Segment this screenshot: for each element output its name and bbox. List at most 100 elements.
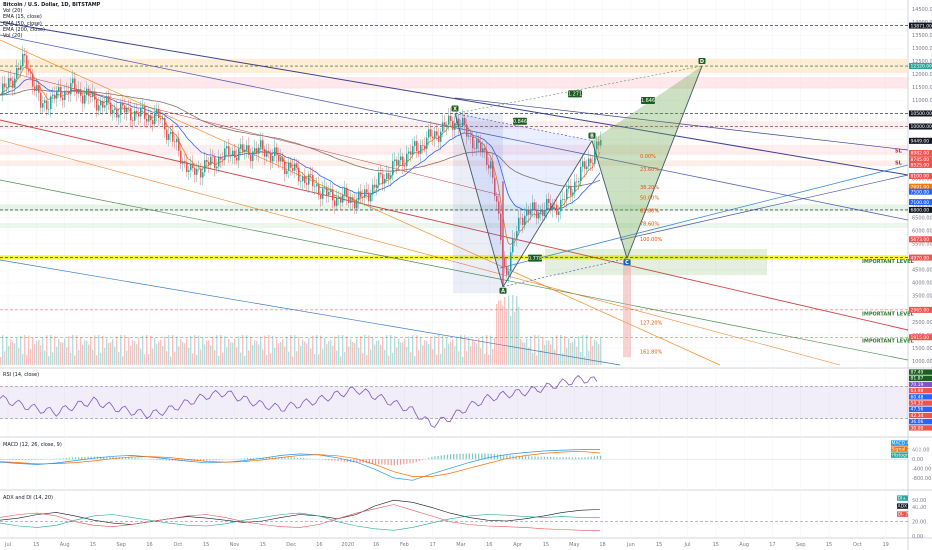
candle-body — [476, 139, 478, 149]
candle-body — [30, 71, 32, 74]
signal-line — [0, 450, 601, 477]
candle-body — [184, 160, 186, 163]
macd-histogram-bar — [450, 454, 452, 460]
candle-body — [478, 139, 480, 143]
candle-body — [214, 157, 216, 169]
candle-body — [204, 160, 206, 173]
trendline — [454, 97, 909, 151]
volume-bar — [302, 339, 304, 365]
volume-bar — [200, 349, 202, 365]
candle-body — [110, 102, 112, 114]
candle-body — [558, 211, 560, 215]
macd-histogram-bar — [265, 457, 267, 460]
candle-body — [94, 91, 96, 100]
volume-bar — [396, 347, 398, 365]
macd-histogram-bar — [290, 457, 292, 460]
candle-body — [520, 217, 522, 219]
macd-histogram-bar — [31, 459, 33, 460]
macd-histogram-bar — [131, 457, 133, 460]
candle-body — [32, 73, 34, 87]
candle-body — [358, 191, 360, 201]
volume-bar — [136, 343, 138, 365]
candle-body — [594, 149, 596, 164]
price-tag-label: 10000.00 — [911, 124, 932, 130]
candle-body — [136, 110, 138, 113]
candle-body — [34, 86, 36, 91]
harmonic-diag — [454, 65, 703, 114]
volume-bar — [412, 335, 414, 365]
volume-bar — [124, 335, 126, 365]
price-tag — [909, 183, 932, 190]
volume-bar — [318, 354, 320, 365]
indicator-vol[interactable]: Vol (20) — [3, 8, 23, 15]
volume-bar — [340, 356, 342, 365]
rsi-tag — [909, 388, 932, 394]
volume-bar — [178, 346, 180, 365]
price-tag — [909, 188, 932, 195]
macd-histogram-bar — [203, 459, 205, 461]
volume-bar — [44, 350, 46, 365]
volume-bar — [66, 347, 68, 365]
indicator-ema200[interactable]: EMA (200, close) — [3, 26, 45, 33]
volume-bar — [524, 342, 526, 365]
volume-bar — [552, 337, 554, 365]
candle-body — [306, 183, 308, 185]
macd-histogram-bar — [481, 453, 483, 460]
harmonic-point-b — [588, 132, 596, 139]
macd-histogram-bar — [503, 454, 505, 460]
volume-bar — [472, 339, 474, 365]
volume-bar — [114, 346, 116, 365]
candle-body — [292, 167, 294, 171]
macd-histogram-bar — [165, 459, 167, 461]
candle-body — [200, 168, 202, 178]
volume-bar — [454, 346, 456, 365]
y-tick-label: 4500.00 — [912, 268, 932, 274]
price-tag-label: 9449.00 — [911, 139, 930, 145]
x-tick-label: 15 — [656, 542, 662, 548]
candle-body — [78, 89, 80, 94]
rsi-title: RSI (14, close) — [3, 372, 39, 378]
x-tick-label: Sep — [117, 542, 126, 548]
price-tag — [909, 150, 932, 157]
volume-bar — [202, 337, 204, 365]
macd-histogram-bar — [556, 457, 558, 460]
volume-bar — [238, 336, 240, 365]
volume-bar — [404, 338, 406, 365]
candle-body — [82, 95, 84, 104]
indicator-vol2[interactable]: Vol (20) — [3, 33, 23, 40]
candle-body — [28, 68, 30, 72]
indicator-ema50[interactable]: EMA (50, close) — [3, 20, 42, 27]
candle-body — [264, 149, 266, 157]
rsi-tag-label: 54.32 — [911, 401, 924, 407]
candle-body — [220, 157, 222, 160]
candle-body — [318, 184, 320, 195]
symbol-title[interactable]: Bitcoin / U.S. Dollar, 1D, BITSTAMP — [3, 2, 101, 8]
adx-tick: 20.00 — [912, 519, 926, 525]
macd-histogram-bar — [431, 456, 433, 460]
volume-bar — [378, 340, 380, 365]
macd-histogram-bar — [212, 459, 214, 461]
rsi-tag-label: 63.98 — [911, 388, 924, 394]
candle-body — [176, 138, 178, 143]
volume-bar — [358, 347, 360, 365]
volume-bar — [270, 353, 272, 365]
candle-body — [526, 209, 528, 216]
volume-bar — [554, 349, 556, 365]
volume-bar — [506, 310, 508, 365]
candle-body — [464, 117, 466, 125]
macd-histogram-bar — [334, 459, 336, 461]
volume-bar — [282, 339, 284, 365]
candle-body — [282, 157, 284, 162]
x-tick-label: 15 — [826, 542, 832, 548]
candle-body — [586, 166, 588, 169]
candle-body — [418, 151, 420, 154]
indicator-ema15[interactable]: EMA (15, close) — [3, 14, 42, 21]
volume-bar — [464, 335, 466, 365]
ratio-label: 0.778 — [528, 256, 542, 262]
volume-bar — [338, 335, 340, 365]
y-tick-label: 1500.00 — [912, 346, 932, 352]
candle-body — [530, 210, 532, 215]
candle-body — [198, 168, 200, 170]
candle-body — [440, 131, 442, 142]
